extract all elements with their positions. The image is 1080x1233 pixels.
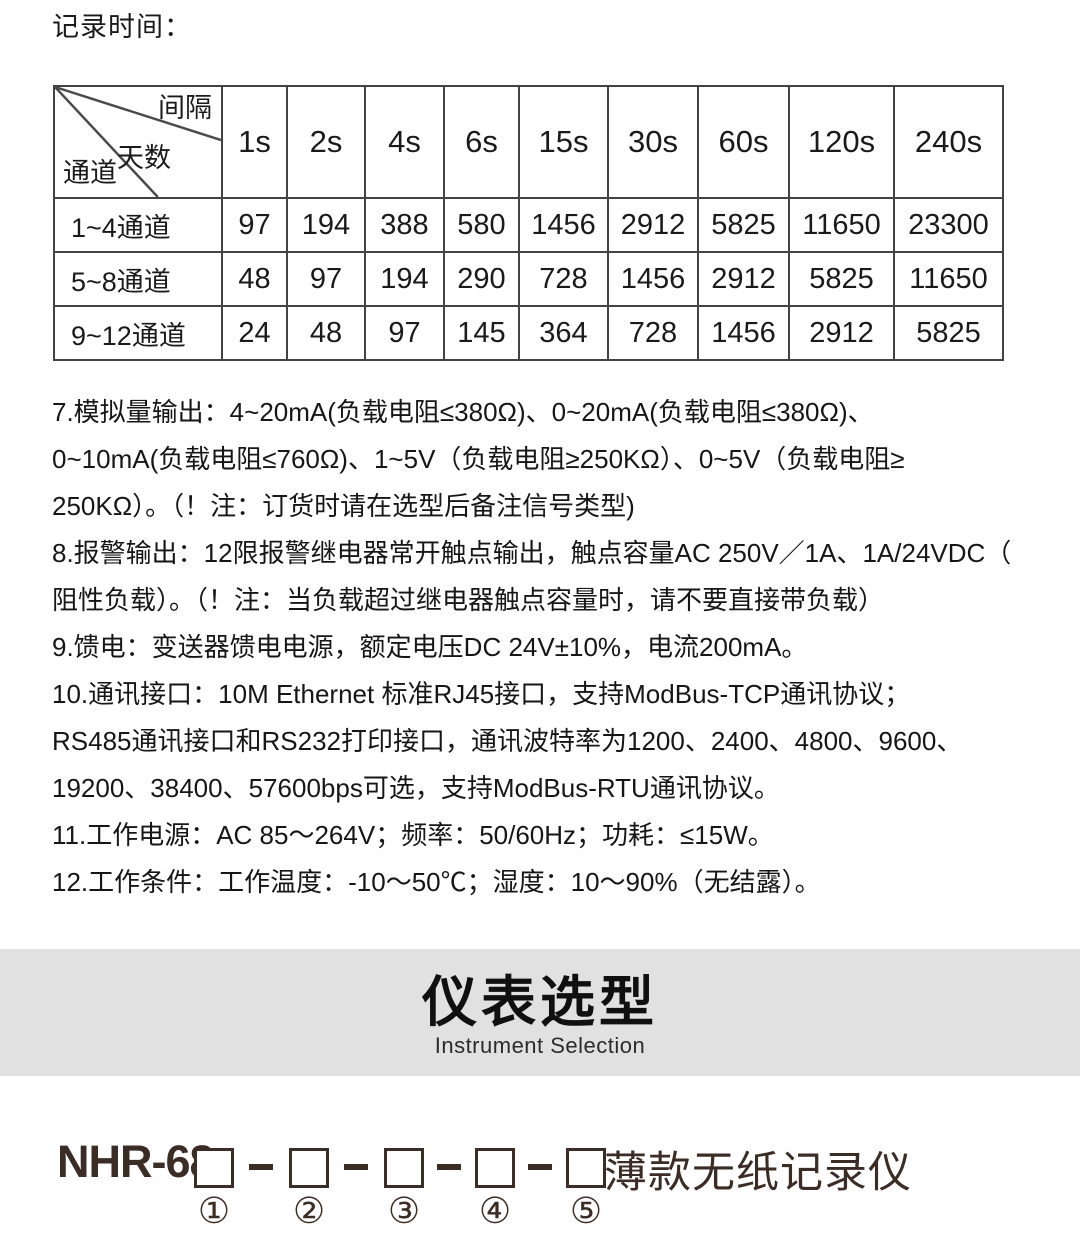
table-cell: 1456 bbox=[697, 305, 790, 361]
record-time-label: 记录时间： bbox=[52, 12, 192, 42]
table-row: 9~12通道 24 48 97 145 364 728 1456 2912 58… bbox=[53, 305, 1004, 361]
table-cell: 290 bbox=[443, 251, 520, 307]
model-option-box-2 bbox=[289, 1148, 329, 1188]
table-cell: 24 bbox=[221, 305, 288, 361]
table-cell: 2912 bbox=[697, 251, 790, 307]
model-separator-dash bbox=[437, 1164, 461, 1170]
table-cell: 5825 bbox=[788, 251, 895, 307]
table-cell: 97 bbox=[364, 305, 445, 361]
table-row: 1~4通道 97 194 388 580 1456 2912 5825 1165… bbox=[53, 197, 1004, 253]
spec-line: 11.工作电源：AC 85～264V；频率：50/60Hz；功耗：≤15W。 bbox=[52, 820, 774, 850]
table-cell: 145 bbox=[443, 305, 520, 361]
spec-line: 10.通讯接口：10M Ethernet 标准RJ45接口，支持ModBus-T… bbox=[52, 679, 911, 709]
row-label: 1~4通道 bbox=[53, 197, 223, 253]
diagonal-divider bbox=[55, 87, 221, 197]
column-header: 2s bbox=[286, 85, 366, 199]
table-cell: 194 bbox=[364, 251, 445, 307]
column-header: 1s bbox=[221, 85, 288, 199]
spec-line: 12.工作条件：工作温度：-10～50℃；湿度：10～90%（无结露）。 bbox=[52, 867, 821, 897]
table-cell: 48 bbox=[286, 305, 366, 361]
model-marker-2: ② bbox=[292, 1190, 326, 1231]
model-separator-dash bbox=[528, 1164, 552, 1170]
spec-line: 8.报警输出：12限报警继电器常开触点输出，触点容量AC 250V／1A、1A/… bbox=[52, 538, 1012, 568]
model-option-box-1 bbox=[194, 1148, 234, 1188]
model-separator-dash bbox=[344, 1164, 368, 1170]
table-cell: 5825 bbox=[893, 305, 1004, 361]
table-cell: 23300 bbox=[893, 197, 1004, 253]
corner-label-interval: 间隔 bbox=[158, 93, 212, 123]
table-cell: 5825 bbox=[697, 197, 790, 253]
column-header: 60s bbox=[697, 85, 790, 199]
model-separator-dash bbox=[249, 1164, 273, 1170]
table-cell: 580 bbox=[443, 197, 520, 253]
corner-label-channels: 通道 bbox=[63, 158, 117, 188]
table-cell: 728 bbox=[518, 251, 609, 307]
table-cell: 97 bbox=[286, 251, 366, 307]
spec-line: 7.模拟量输出：4~20mA(负载电阻≤380Ω)、0~20mA(负载电阻≤38… bbox=[52, 397, 874, 427]
banner-title: 仪表选型 bbox=[421, 970, 658, 1033]
table-cell: 728 bbox=[607, 305, 699, 361]
model-marker-1: ① bbox=[197, 1190, 231, 1231]
table-cell: 97 bbox=[221, 197, 288, 253]
spec-line: 阻性负载）。（！注：当负载超过继电器触点容量时，请不要直接带负载） bbox=[52, 585, 885, 615]
section-banner: 仪表选型 Instrument Selection bbox=[0, 949, 1080, 1076]
model-marker-3: ③ bbox=[387, 1190, 421, 1231]
column-header: 30s bbox=[607, 85, 699, 199]
model-option-box-3 bbox=[384, 1148, 424, 1188]
table-row: 5~8通道 48 97 194 290 728 1456 2912 5825 1… bbox=[53, 251, 1004, 307]
table-cell: 364 bbox=[518, 305, 609, 361]
spec-line: RS485通讯接口和RS232打印接口，通讯波特率为1200、2400、4800… bbox=[52, 726, 963, 756]
table-header-row: 间隔 天数 通道 1s 2s 4s 6s 15s 30s 60s 120s 24… bbox=[53, 85, 1004, 199]
recording-time-table: 间隔 天数 通道 1s 2s 4s 6s 15s 30s 60s 120s 24… bbox=[53, 85, 1004, 361]
corner-label-days: 天数 bbox=[117, 143, 171, 173]
table-corner-cell: 间隔 天数 通道 bbox=[53, 85, 223, 199]
model-option-box-5 bbox=[566, 1148, 606, 1188]
row-label: 5~8通道 bbox=[53, 251, 223, 307]
model-prefix: NHR-68 bbox=[57, 1136, 215, 1187]
column-header: 240s bbox=[893, 85, 1004, 199]
spec-line: 19200、38400、57600bps可选，支持ModBus-RTU通讯协议。 bbox=[52, 773, 780, 803]
table-cell: 1456 bbox=[607, 251, 699, 307]
model-marker-4: ④ bbox=[478, 1190, 512, 1231]
model-marker-5: ⑤ bbox=[569, 1190, 603, 1231]
table-cell: 2912 bbox=[788, 305, 895, 361]
column-header: 15s bbox=[518, 85, 609, 199]
banner-subtitle: Instrument Selection bbox=[434, 1033, 646, 1059]
column-header: 120s bbox=[788, 85, 895, 199]
row-label: 9~12通道 bbox=[53, 305, 223, 361]
table-cell: 2912 bbox=[607, 197, 699, 253]
spec-line: 9.馈电：变送器馈电电源，额定电压DC 24V±10%，电流200mA。 bbox=[52, 632, 808, 662]
table-cell: 11650 bbox=[788, 197, 895, 253]
table-cell: 1456 bbox=[518, 197, 609, 253]
column-header: 6s bbox=[443, 85, 520, 199]
model-option-box-4 bbox=[475, 1148, 515, 1188]
table-cell: 48 bbox=[221, 251, 288, 307]
spec-line: 250KΩ）。（！注：订货时请在选型后备注信号类型) bbox=[52, 491, 635, 521]
spec-paragraphs: 7.模拟量输出：4~20mA(负载电阻≤380Ω)、0~20mA(负载电阻≤38… bbox=[52, 389, 1052, 906]
table-cell: 388 bbox=[364, 197, 445, 253]
spec-line: 0~10mA(负载电阻≤760Ω)、1~5V（负载电阻≥250KΩ）、0~5V（… bbox=[52, 444, 905, 474]
column-header: 4s bbox=[364, 85, 445, 199]
table-cell: 194 bbox=[286, 197, 366, 253]
table-cell: 11650 bbox=[893, 251, 1004, 307]
model-suffix: 薄款无纸记录仪 bbox=[604, 1149, 912, 1197]
